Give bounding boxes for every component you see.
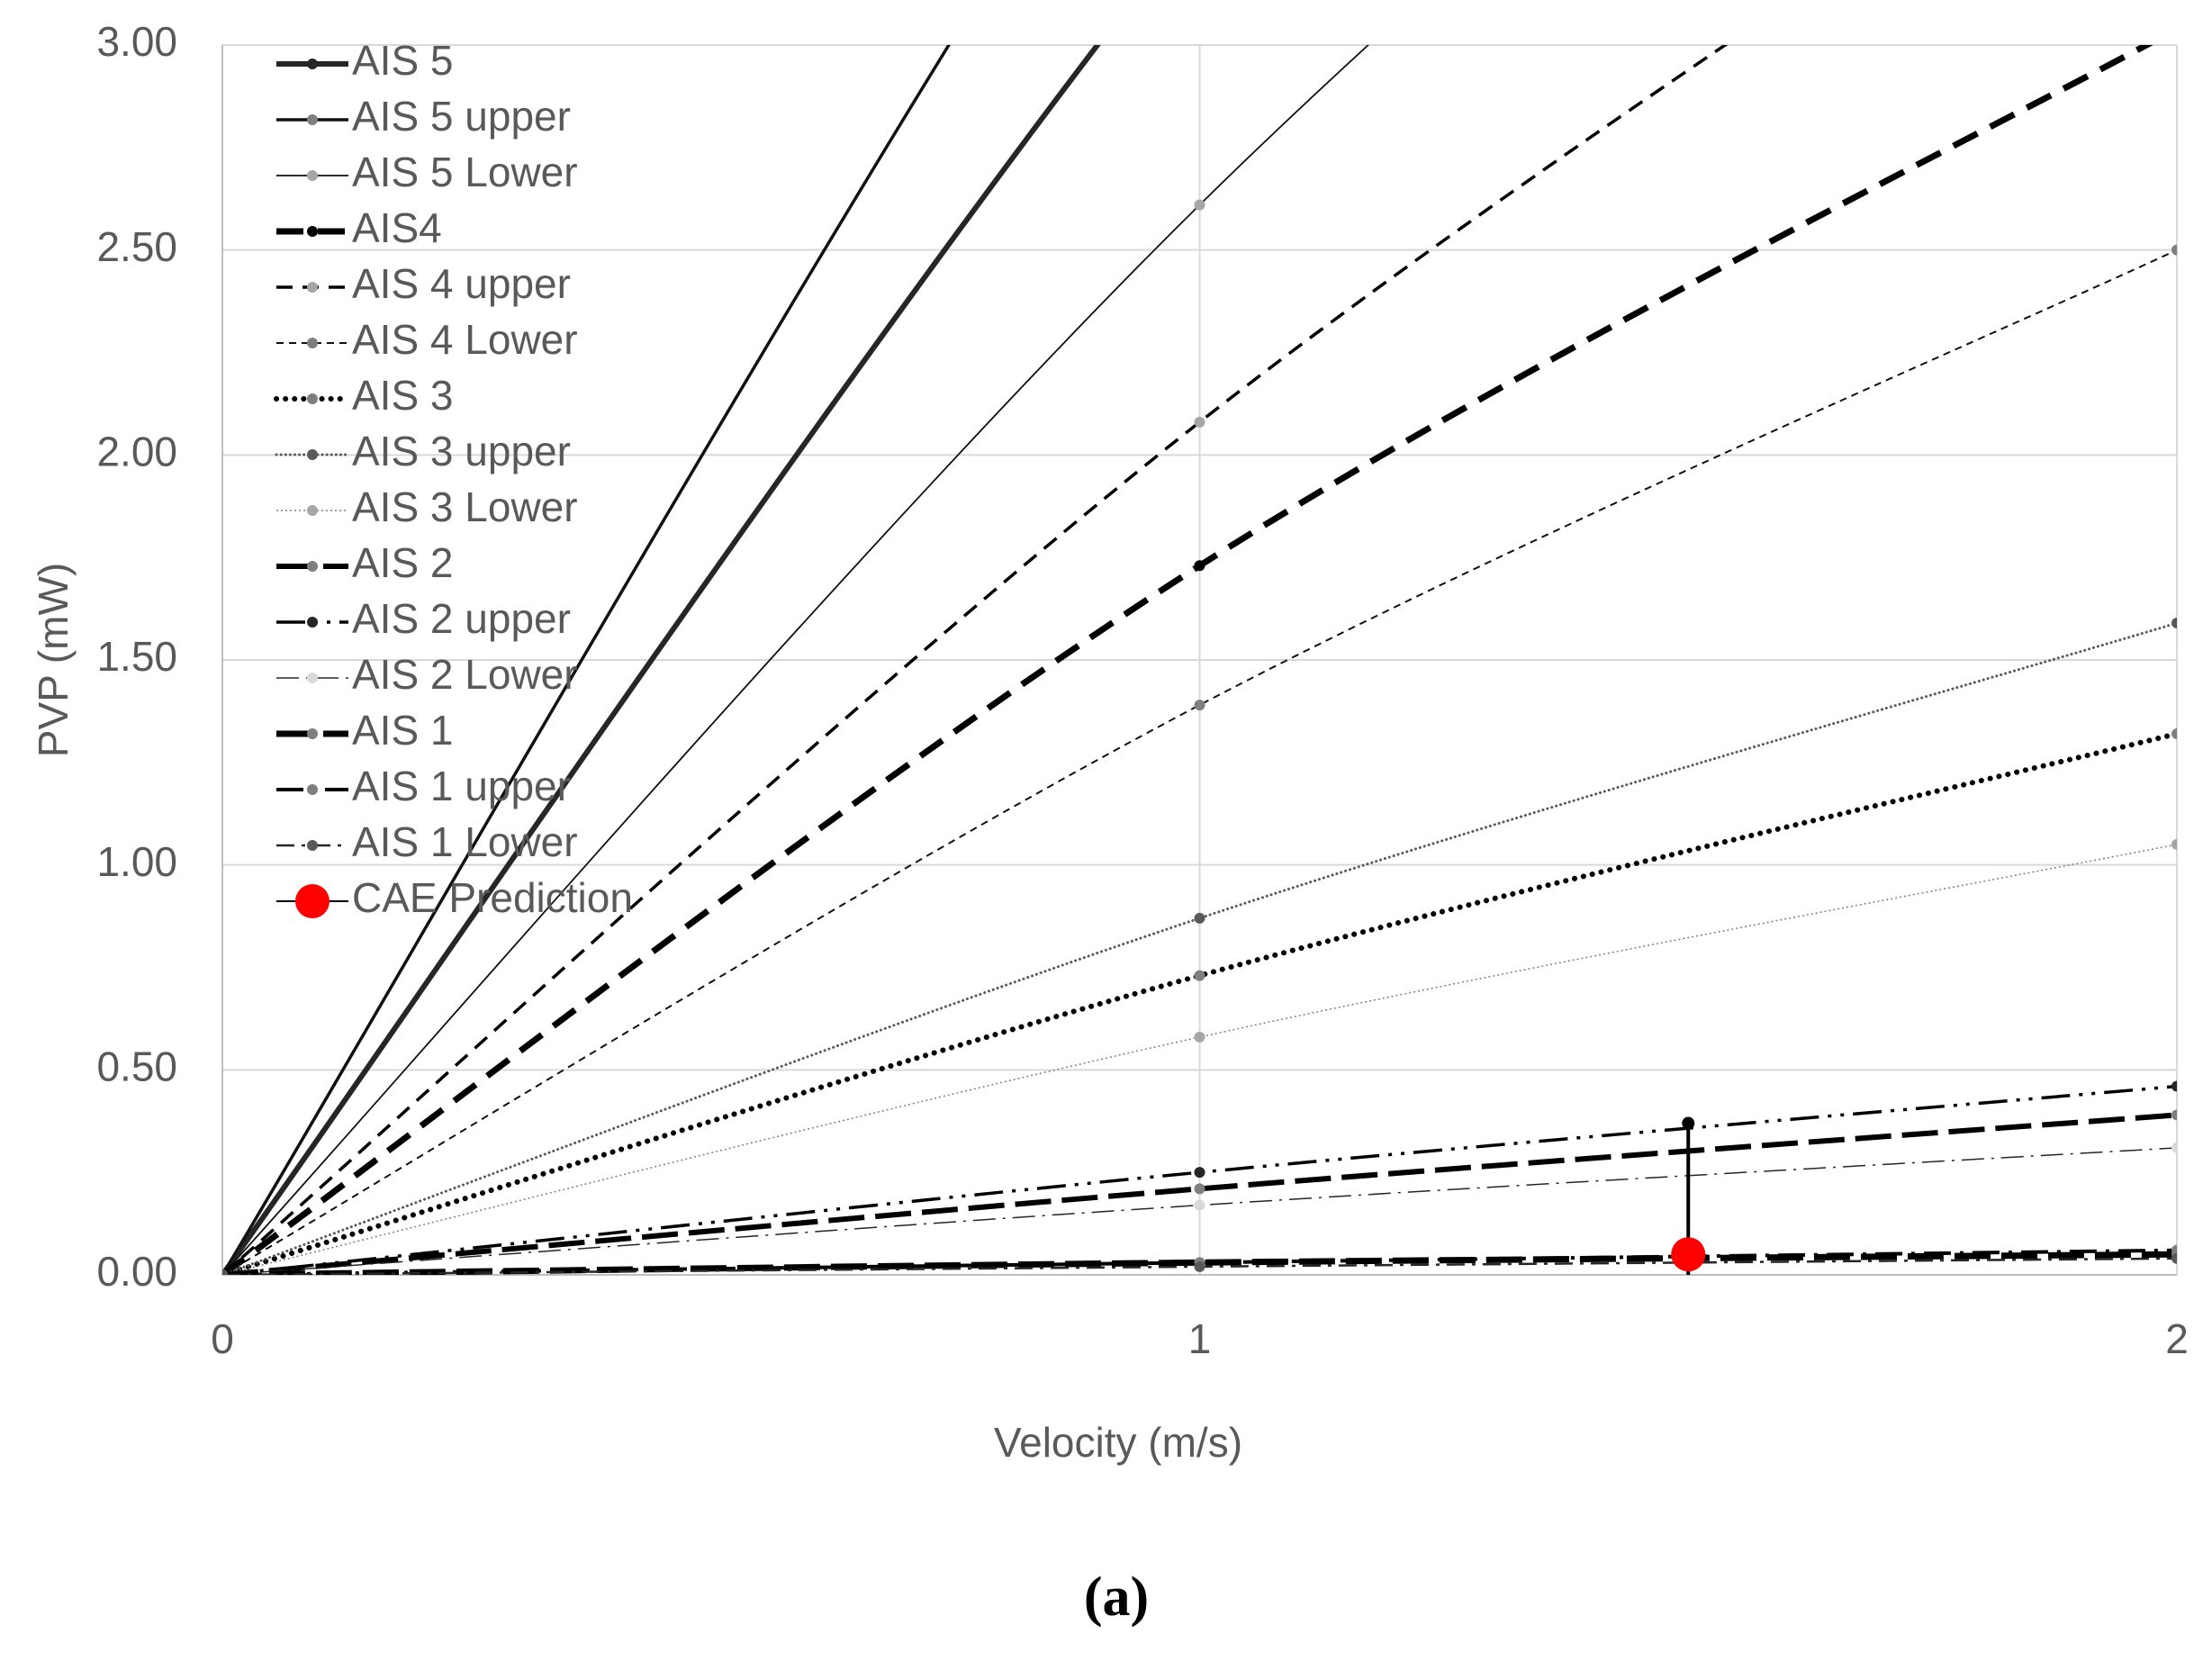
- point: [2171, 1080, 2177, 1092]
- legend-marker: [295, 884, 330, 918]
- legend-marker: [307, 673, 318, 683]
- point: [2171, 23, 2182, 34]
- legend-marker: [307, 114, 318, 125]
- point: [2171, 838, 2177, 850]
- point: [1194, 1031, 1205, 1043]
- point: [1194, 1260, 1205, 1272]
- y-tick-label: 3.00: [96, 18, 177, 65]
- point: [1194, 416, 1205, 428]
- series-line: [222, 730, 2177, 1275]
- point: [1194, 700, 1205, 711]
- legend: AIS 5 AIS 5 upper AIS 5 Lower AIS4 AIS 4 upp…: [274, 37, 633, 921]
- legend-marker: [307, 449, 318, 460]
- series-line: [222, 248, 2177, 1275]
- legend-label: AIS 3: [352, 372, 454, 419]
- series-line: [222, 1147, 2177, 1275]
- legend-label: AIS 3 upper: [352, 428, 571, 474]
- legend-marker: [307, 728, 318, 739]
- point: [1194, 912, 1205, 924]
- legend-marker: [307, 840, 318, 851]
- point: [222, 1269, 228, 1275]
- point: [1194, 1167, 1205, 1179]
- y-tick-label: 1.50: [96, 633, 177, 680]
- y-axis-title: PVP (mW): [30, 563, 77, 757]
- legend-marker: [307, 617, 318, 628]
- legend-label: AIS 3 Lower: [352, 483, 578, 530]
- legend-label: AIS 5 upper: [352, 93, 571, 140]
- point: [2171, 727, 2177, 739]
- series-line: [222, 45, 951, 1275]
- legend-marker: [307, 561, 318, 572]
- point: [2171, 618, 2177, 629]
- series-line: [222, 45, 1101, 1275]
- legend-marker: [307, 784, 318, 795]
- legend-label: AIS 5 Lower: [352, 149, 578, 195]
- legend-label: AIS4: [352, 204, 442, 251]
- series-line: [222, 621, 2177, 1275]
- legend-marker: [307, 393, 318, 404]
- legend-marker: [307, 338, 318, 348]
- series-line: [222, 1112, 2177, 1275]
- legend-label: AIS 1: [352, 707, 454, 754]
- legend-label: AIS 2 upper: [352, 595, 571, 642]
- point: [2171, 244, 2177, 256]
- y-tick-label: 0.00: [96, 1248, 177, 1295]
- point: [1194, 199, 1205, 211]
- legend-label: AIS 1 Lower: [352, 818, 578, 865]
- legend-marker: [307, 59, 318, 69]
- x-tick-label: 2: [2165, 1315, 2189, 1362]
- y-tick-label: 1.00: [96, 838, 177, 885]
- legend-marker: [307, 505, 318, 516]
- y-tick-label: 2.00: [96, 428, 177, 474]
- plot-area: [222, 23, 2182, 1275]
- caption: (a): [1084, 1567, 1149, 1628]
- y-tick-label: 0.50: [96, 1043, 177, 1089]
- legend-label: AIS 1 upper: [352, 763, 571, 809]
- x-tick-label: 1: [1188, 1315, 1212, 1362]
- legend-label: AIS 4 Lower: [352, 316, 578, 363]
- legend-marker: [307, 170, 318, 181]
- legend-label: AIS 2: [352, 539, 454, 586]
- point: [2171, 1142, 2177, 1153]
- point: [1194, 1199, 1205, 1211]
- point: [2171, 1252, 2177, 1264]
- legend-marker: [307, 282, 318, 293]
- point: [2171, 1244, 2177, 1256]
- point: [2171, 1109, 2177, 1121]
- legend-label: AIS 5: [352, 37, 454, 84]
- y-tick-label: 2.50: [96, 223, 177, 270]
- legend-label: CAE Prediction: [352, 874, 633, 921]
- error-cap: [1682, 1116, 1695, 1130]
- x-axis-title: Velocity (m/s): [994, 1419, 1242, 1466]
- x-tick-label: 0: [211, 1315, 234, 1362]
- legend-label: AIS 2 Lower: [352, 651, 578, 698]
- legend-marker: [307, 226, 318, 237]
- point: [1194, 560, 1205, 572]
- point: [1671, 1237, 1706, 1272]
- point: [1194, 1183, 1205, 1195]
- series-line: [222, 1084, 2177, 1275]
- point: [1194, 970, 1205, 981]
- series-line: [222, 45, 1729, 1275]
- legend-label: AIS 4 upper: [352, 260, 571, 307]
